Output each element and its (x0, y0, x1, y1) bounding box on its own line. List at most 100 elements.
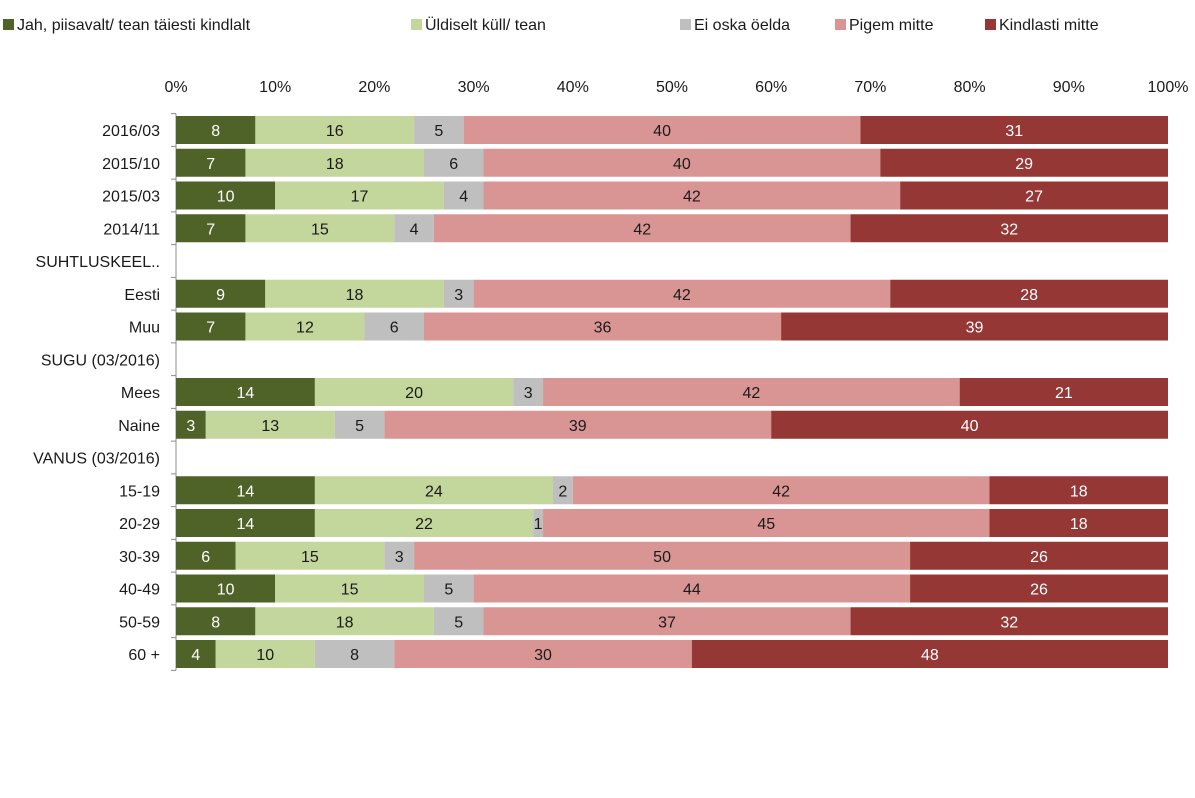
bar-segment (910, 541, 1168, 570)
bar-segment (989, 509, 1168, 537)
bar-segment (473, 574, 911, 603)
data-label: 5 (444, 582, 453, 599)
legend-swatch-3 (835, 19, 846, 30)
data-label: 45 (757, 516, 775, 533)
legend-label-3: Pigem mitte (849, 17, 934, 34)
bar-segment (483, 148, 881, 177)
bar-segment (691, 640, 1168, 668)
legend-label-2: Ei oska öelda (694, 17, 790, 34)
bar-segment (176, 116, 256, 144)
x-tick-label: 100% (1148, 79, 1189, 96)
bar-segment (572, 476, 990, 505)
category-label: 20-29 (119, 516, 160, 533)
bar-segment (463, 116, 861, 144)
x-tick-label: 0% (164, 79, 187, 96)
bar-segment (255, 607, 434, 636)
bar-segment (314, 476, 553, 505)
data-label: 21 (1055, 385, 1073, 402)
x-tick-label: 10% (259, 79, 291, 96)
data-label: 7 (206, 156, 215, 173)
bar-segment (394, 214, 434, 243)
category-label: 30-39 (119, 549, 160, 566)
x-tick-label: 80% (954, 79, 986, 96)
data-label: 14 (237, 385, 255, 402)
category-label: 40-49 (119, 582, 160, 599)
x-tick-label: 60% (755, 79, 787, 96)
bar-segment (275, 181, 444, 210)
category-label: Eesti (124, 287, 160, 304)
data-label: 14 (237, 483, 255, 500)
category-label: 50-59 (119, 614, 160, 631)
data-label: 39 (569, 418, 587, 435)
data-label: 6 (201, 549, 210, 566)
data-label: 15 (341, 582, 359, 599)
bar-segment (443, 279, 474, 308)
data-label: 6 (390, 320, 399, 337)
legend-label-4: Kindlasti mitte (999, 17, 1099, 34)
data-label: 18 (1070, 516, 1088, 533)
bar-segment (176, 476, 315, 505)
bar-segment (443, 181, 484, 210)
data-label: 4 (191, 647, 200, 664)
data-label: 3 (186, 418, 195, 435)
bar-segment (176, 181, 276, 210)
data-label: 4 (410, 221, 419, 238)
bar-segment (424, 312, 782, 341)
bar-segment (433, 214, 851, 243)
bar-segment (850, 607, 1168, 636)
data-label: 31 (1005, 123, 1023, 140)
data-label: 42 (772, 483, 790, 500)
bar-segment (513, 378, 544, 406)
data-label: 18 (346, 287, 364, 304)
legend: Jah, piisavalt/ tean täiesti kindlalt Üld… (3, 16, 1099, 34)
bar-segment (314, 378, 514, 406)
data-label: 42 (673, 287, 691, 304)
bar-segment (176, 574, 276, 603)
bar-segment (424, 574, 474, 603)
data-label: 42 (742, 385, 760, 402)
bar-segment (176, 279, 266, 308)
data-label: 18 (326, 156, 344, 173)
data-label: 18 (336, 614, 354, 631)
bar-segment (314, 509, 534, 537)
bar-segment (880, 148, 1168, 177)
data-label: 20 (405, 385, 423, 402)
bar-segment (176, 214, 246, 243)
data-label: 1 (534, 516, 543, 533)
data-label: 16 (326, 123, 344, 140)
bar-segment (533, 509, 544, 537)
bar-segment (771, 410, 1168, 439)
category-label: VANUS (03/2016) (33, 451, 160, 468)
data-label: 28 (1020, 287, 1038, 304)
data-label: 8 (350, 647, 359, 664)
bar-segment (334, 410, 385, 439)
data-label: 8 (211, 123, 220, 140)
data-label: 4 (459, 189, 468, 206)
data-label: 15 (311, 221, 329, 238)
data-label: 18 (1070, 483, 1088, 500)
bar-segment (275, 574, 424, 603)
bar-segment (176, 640, 216, 668)
legend-swatch-1 (411, 19, 422, 30)
data-label: 40 (653, 123, 671, 140)
x-tick-label: 20% (358, 79, 390, 96)
data-label: 36 (594, 320, 612, 337)
category-label: 15-19 (119, 483, 160, 500)
x-tick-label: 40% (557, 79, 589, 96)
data-label: 29 (1015, 156, 1033, 173)
category-label: Mees (121, 385, 160, 402)
bar-segment (314, 640, 395, 668)
data-label: 3 (395, 549, 404, 566)
data-label: 27 (1025, 189, 1043, 206)
data-label: 14 (237, 516, 255, 533)
data-label: 5 (434, 123, 443, 140)
bar-segment (176, 378, 315, 406)
data-label: 5 (454, 614, 463, 631)
bar-segment (910, 574, 1168, 603)
bar-segment (176, 509, 315, 537)
data-label: 26 (1030, 549, 1048, 566)
bar-segment (890, 279, 1168, 308)
bar-segment (989, 476, 1168, 505)
